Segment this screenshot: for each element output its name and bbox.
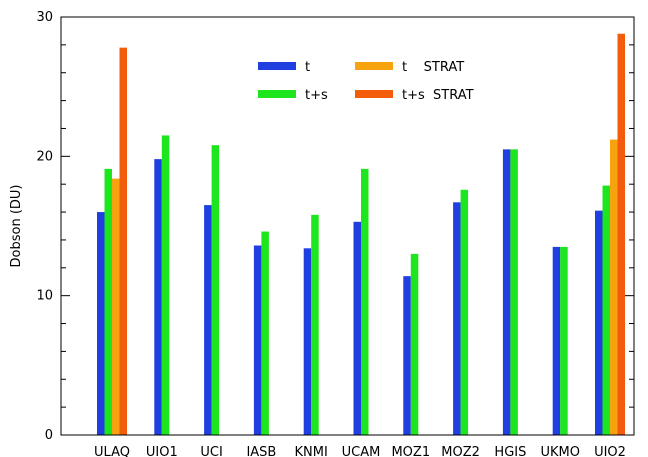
bar-moz2-series-0	[453, 202, 461, 435]
legend-label-3: t+s STRAT	[402, 88, 474, 103]
y-tick-label: 30	[36, 10, 53, 25]
bars-layer	[97, 33, 625, 436]
bar-iasb-series-1	[261, 231, 269, 435]
bar-ulaq-series-0	[97, 212, 105, 435]
x-tick-label: UIO1	[146, 445, 178, 457]
bar-uio2-series-3	[617, 33, 625, 435]
bar-moz1-series-0	[403, 276, 411, 435]
bar-hgis-series-0	[502, 149, 511, 435]
bar-moz2-series-1	[460, 189, 469, 435]
x-tick-label: UKMO	[540, 445, 580, 457]
x-ticks: ULAQ UIO1 UCI IASB KNMI UCAM MOZ1 MOZ2 HGIS UKMO U…	[94, 445, 626, 457]
x-tick-label: MOZ1	[391, 445, 430, 457]
bar-uio2-series-2	[610, 139, 618, 436]
legend-swatch-3	[355, 90, 393, 98]
bar-ucam-series-1	[361, 168, 369, 435]
x-tick-label: HGIS	[494, 445, 526, 457]
bar-uci-series-1	[211, 145, 220, 435]
y-tick-label: 20	[36, 149, 53, 164]
bar-ulaq-series-3	[119, 47, 127, 436]
axes-layer	[60, 16, 635, 436]
x-tick-label: KNMI	[295, 445, 328, 457]
x-tick-label: ULAQ	[94, 445, 130, 457]
bar-uio1-series-0	[154, 159, 162, 435]
legend-label-2: t STRAT	[402, 60, 464, 75]
legend: t t+s t STRAT t+s STRAT	[258, 60, 474, 103]
x-tick-label: UIO2	[594, 445, 626, 457]
y-tick-label: 10	[36, 289, 53, 304]
y-ticks: 0 10 20 30	[36, 10, 634, 443]
plot-frame	[60, 16, 635, 436]
legend-label-0: t	[305, 60, 310, 75]
bar-knmi-series-0	[303, 248, 312, 435]
y-tick-label: 0	[45, 428, 53, 443]
x-tick-label: UCI	[200, 445, 222, 457]
bar-ukmo-series-0	[552, 246, 561, 435]
bar-ucam-series-0	[353, 221, 361, 435]
bar-hgis-series-1	[510, 149, 518, 435]
x-tick-label: UCAM	[342, 445, 381, 457]
y-axis-title: Dobson (DU)	[9, 185, 24, 268]
legend-swatch-1	[258, 90, 296, 98]
bar-iasb-series-0	[253, 245, 262, 435]
legend-swatch-0	[258, 62, 296, 70]
bar-moz1-series-1	[410, 253, 419, 435]
x-tick-label: MOZ2	[441, 445, 480, 457]
bar-knmi-series-1	[311, 214, 319, 435]
bar-uio2-series-1	[602, 185, 610, 435]
bar-ukmo-series-1	[560, 246, 568, 435]
bar-uio2-series-0	[595, 210, 603, 435]
bar-ulaq-series-2	[112, 178, 120, 435]
legend-swatch-2	[355, 62, 393, 70]
legend-label-1: t+s	[305, 88, 328, 103]
x-tick-label: IASB	[246, 445, 276, 457]
bar-uci-series-0	[204, 205, 212, 435]
bar-ulaq-series-1	[104, 168, 112, 435]
bar-uio1-series-1	[161, 135, 170, 435]
